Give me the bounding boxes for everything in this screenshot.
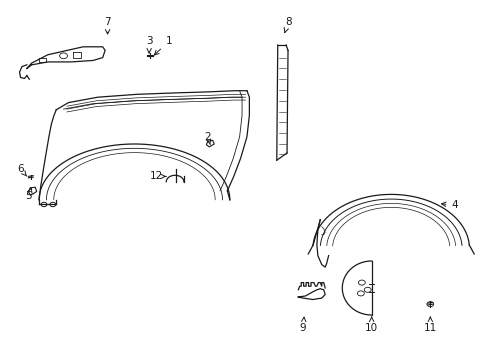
Text: 2: 2	[204, 132, 211, 145]
Text: 4: 4	[441, 200, 457, 210]
Text: 5: 5	[25, 188, 32, 201]
Text: 1: 1	[154, 36, 172, 55]
Text: 12: 12	[149, 171, 165, 181]
Text: 6: 6	[17, 164, 27, 176]
Text: 7: 7	[104, 17, 111, 34]
Text: 11: 11	[423, 317, 436, 333]
Text: 9: 9	[299, 317, 306, 333]
Text: 8: 8	[284, 17, 291, 32]
Text: 3: 3	[145, 36, 152, 53]
Text: 10: 10	[365, 317, 377, 333]
